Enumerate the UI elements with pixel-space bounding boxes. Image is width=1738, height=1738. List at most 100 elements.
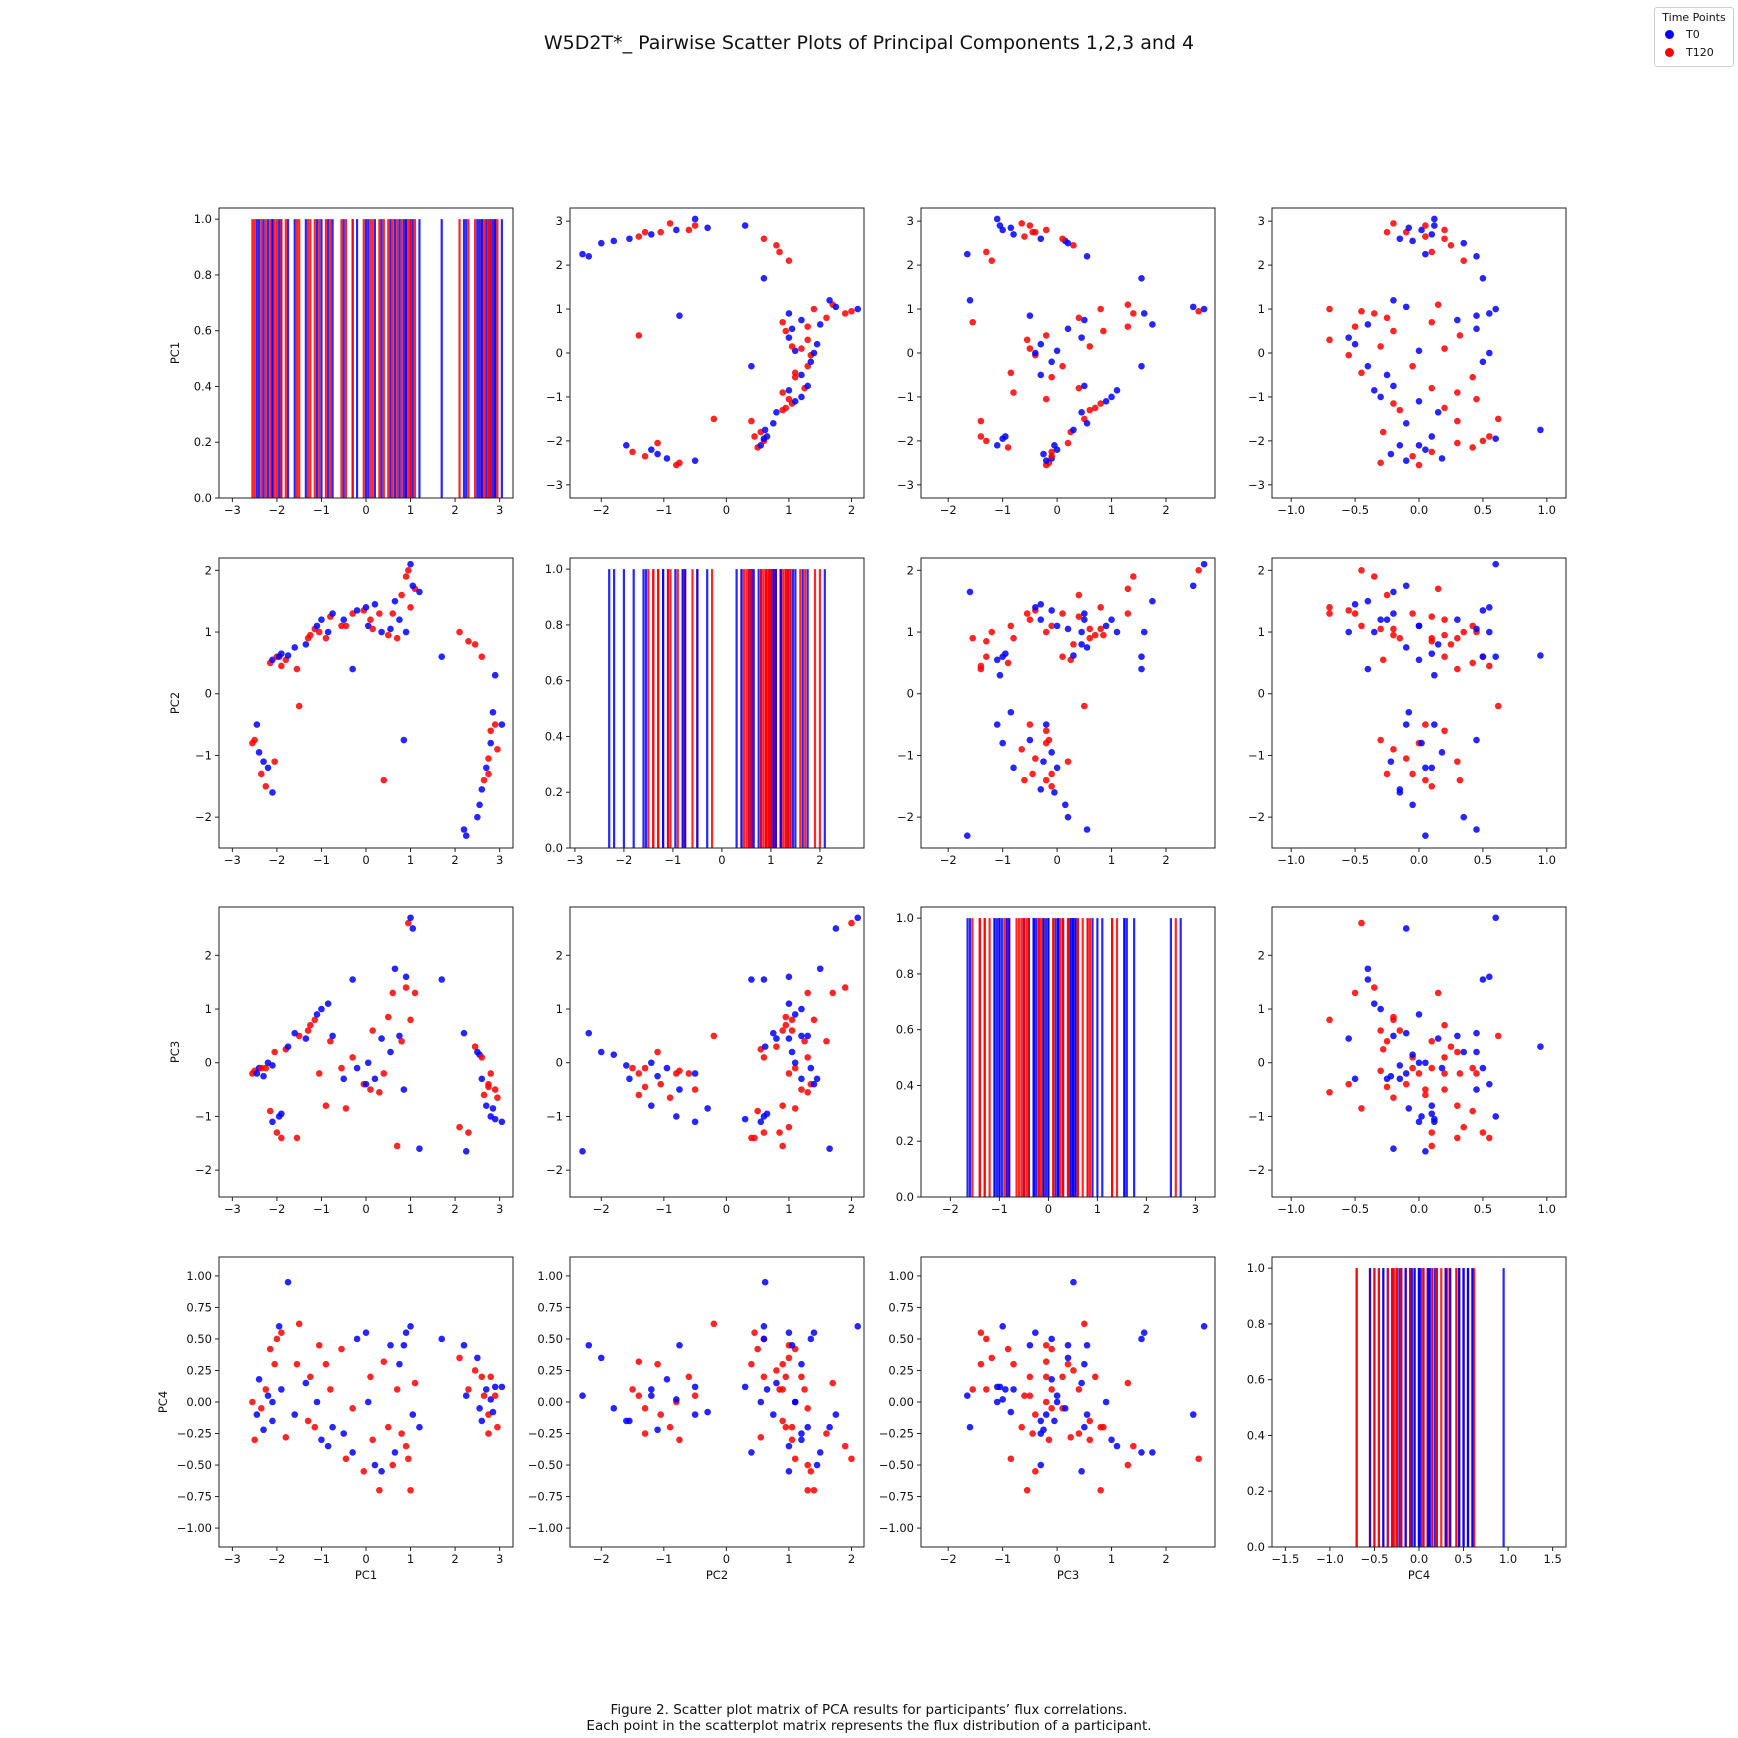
data-point-t120 (480, 1392, 488, 1399)
y-tick-label: −3 (546, 478, 563, 492)
data-point-t0 (691, 457, 699, 464)
panel-PC3-vs-PC3: −2 −1 0 1 2 3 0.0 0.2 0.4 0.6 0.8 1.0 (896, 906, 1216, 1216)
y-tick-label: 2 (556, 948, 563, 962)
data-point-t120 (360, 1468, 368, 1475)
data-point-t0 (773, 1379, 780, 1387)
data-point-t120 (491, 1086, 499, 1093)
data-point-t120 (1059, 610, 1066, 617)
data-point-t120 (988, 628, 996, 636)
data-point-t0 (1032, 1329, 1039, 1336)
data-point-t120 (1441, 235, 1448, 243)
x-tick-label: 2 (848, 1202, 855, 1216)
data-point-t0 (1418, 226, 1425, 234)
x-tick-label: −2 (268, 503, 285, 517)
data-point-t120 (1195, 307, 1202, 315)
panel-PC2-vs-PC3: −2 −1 0 1 2 −2 −1 0 1 2 (897, 557, 1216, 867)
data-point-t120 (1042, 1373, 1050, 1381)
y-tick-label: −0.75 (528, 1490, 563, 1504)
data-point-t0 (826, 1423, 833, 1431)
data-point-t0 (482, 764, 490, 772)
data-point-t0 (785, 1035, 793, 1042)
data-point-t120 (1383, 228, 1391, 236)
y-tick-label: −3 (1248, 478, 1265, 492)
data-point-t120 (1021, 233, 1028, 240)
data-point-t120 (411, 989, 419, 997)
data-point-t120 (1383, 770, 1391, 778)
x-tick-label: −2 (593, 503, 610, 517)
data-point-t120 (1326, 604, 1333, 611)
x-tick-label: 3 (496, 503, 503, 517)
data-point-t120 (748, 1134, 755, 1142)
data-point-t120 (1130, 310, 1137, 317)
data-point-t120 (1048, 448, 1055, 456)
data-point-t0 (610, 237, 618, 245)
x-tick-label: 0 (1045, 1202, 1052, 1216)
data-point-t120 (1059, 1373, 1066, 1381)
data-point-t0 (253, 1070, 261, 1077)
data-point-t120 (491, 721, 499, 728)
data-point-t0 (1479, 1064, 1487, 1072)
y-tick-label: 0 (205, 1056, 212, 1070)
data-point-t120 (841, 984, 849, 991)
data-point-t120 (1422, 222, 1429, 229)
data-point-t120 (1130, 573, 1137, 580)
data-point-t120 (1441, 226, 1448, 234)
data-point-t0 (378, 1468, 385, 1475)
data-point-t0 (1486, 310, 1493, 317)
data-point-t120 (480, 776, 488, 784)
data-point-t0 (622, 1062, 630, 1069)
data-point-t120 (983, 637, 990, 645)
data-point-t0 (1402, 644, 1410, 651)
data-point-t0 (1390, 610, 1397, 617)
data-point-t120 (788, 343, 796, 350)
data-point-t120 (1409, 610, 1416, 617)
data-point-t120 (293, 1360, 301, 1368)
data-point-t0 (760, 976, 768, 983)
data-point-t120 (654, 1360, 661, 1368)
data-point-t0 (773, 1035, 780, 1042)
data-point-t0 (1364, 362, 1372, 370)
data-point-t120 (1124, 1461, 1132, 1469)
data-point-t120 (1081, 1320, 1088, 1328)
data-point-t0 (1364, 965, 1372, 973)
data-point-t0 (1032, 349, 1039, 357)
data-point-t120 (1007, 1455, 1015, 1463)
data-point-t0 (761, 1278, 769, 1286)
data-point-t0 (1138, 1449, 1145, 1456)
y-tick-label: −1.00 (879, 1521, 914, 1535)
data-point-t120 (1494, 1032, 1502, 1040)
data-point-t0 (1064, 625, 1072, 633)
data-point-t120 (785, 257, 793, 265)
data-point-t120 (1390, 220, 1397, 227)
data-point-t0 (491, 1383, 499, 1391)
y-tick-label: 0.50 (537, 1332, 563, 1346)
data-point-t0 (1454, 616, 1461, 624)
data-point-t0 (1428, 433, 1436, 440)
x-tick-label: −1 (655, 503, 672, 517)
x-tick-label: −2 (940, 1552, 957, 1566)
data-point-t120 (782, 327, 790, 335)
data-point-t0 (1037, 1461, 1045, 1469)
data-point-t0 (963, 832, 971, 839)
y-tick-label: −3 (897, 478, 914, 492)
data-point-t120 (1377, 736, 1384, 744)
data-point-t0 (1415, 1118, 1423, 1126)
data-point-t0 (816, 321, 824, 328)
x-tick-label: 0 (723, 1552, 730, 1566)
data-point-t120 (1086, 634, 1094, 642)
data-point-t0 (1037, 786, 1045, 793)
data-point-t120 (1415, 1070, 1423, 1077)
x-tick-label: −3 (224, 1552, 241, 1566)
x-tick-label: −1 (655, 1202, 672, 1216)
data-point-t120 (1479, 1129, 1487, 1136)
data-point-t120 (751, 433, 758, 440)
x-tick-label: 2 (451, 503, 458, 517)
data-point-t0 (1048, 358, 1055, 366)
data-point-t0 (353, 607, 361, 614)
data-point-t0 (318, 616, 325, 624)
data-point-t120 (782, 1373, 790, 1381)
data-point-t0 (498, 721, 506, 728)
data-point-t0 (1108, 616, 1115, 624)
data-point-t0 (1078, 641, 1085, 648)
data-point-t0 (791, 1011, 799, 1018)
